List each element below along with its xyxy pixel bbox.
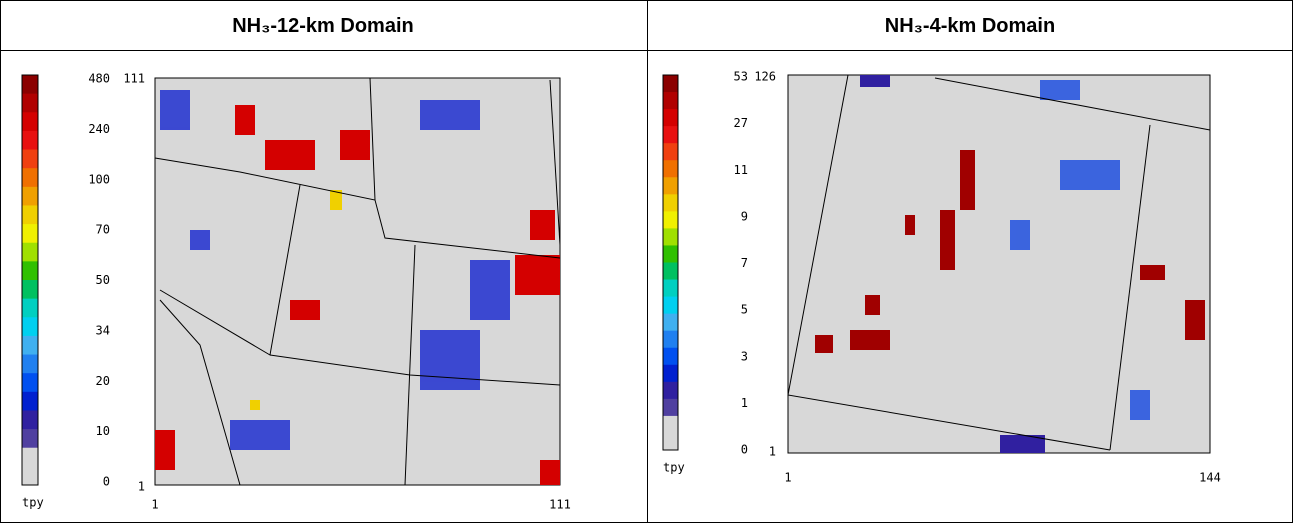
column-title: NH₃-12-km Domain bbox=[232, 15, 414, 37]
colorbar-swatch bbox=[22, 149, 38, 169]
colorbar-swatch bbox=[663, 143, 678, 161]
colorbar-swatch bbox=[663, 330, 678, 349]
colorbar-swatch bbox=[663, 75, 678, 93]
colorbar-label: 53 bbox=[734, 70, 748, 84]
colorbar-swatch bbox=[663, 347, 678, 366]
colorbar-swatch bbox=[22, 75, 38, 95]
colorbar-swatch bbox=[663, 398, 678, 417]
colorbar-label: 50 bbox=[96, 273, 110, 287]
map bbox=[787, 74, 1211, 454]
colorbar-swatch bbox=[22, 317, 38, 337]
axis-label: 144 bbox=[1199, 471, 1221, 485]
colorbar-label: 5 bbox=[741, 303, 748, 317]
colorbar-swatch bbox=[22, 354, 38, 374]
colorbar-swatch bbox=[22, 112, 38, 132]
colorbar-label: 0 bbox=[103, 475, 110, 489]
colorbar-swatch bbox=[663, 228, 678, 246]
colorbar-swatch bbox=[663, 109, 678, 127]
colorbar-label: 7 bbox=[741, 256, 748, 270]
colorbar-label: 11 bbox=[734, 163, 748, 177]
colorbar-swatch bbox=[22, 261, 38, 281]
colorbar-swatch bbox=[22, 205, 38, 225]
colorbar-swatch bbox=[663, 364, 678, 383]
colorbar-swatch bbox=[22, 168, 38, 188]
axis-label: 111 bbox=[123, 72, 145, 86]
colorbar-swatch bbox=[22, 373, 38, 393]
axis-label: 1 bbox=[138, 480, 145, 494]
axis-label: 1 bbox=[769, 445, 776, 459]
colorbar-frame bbox=[662, 74, 679, 451]
colorbar-label: 20 bbox=[96, 374, 110, 388]
colorbar-swatch bbox=[663, 415, 678, 451]
colorbar-label: 0 bbox=[741, 443, 748, 457]
colorbar-swatch bbox=[22, 335, 38, 356]
column-title: NH₃-4-km Domain bbox=[885, 15, 1055, 37]
colorbar-swatch bbox=[663, 92, 678, 110]
colorbar-swatch bbox=[663, 313, 678, 332]
colorbar-swatch bbox=[22, 391, 38, 411]
colorbar-swatch bbox=[663, 211, 678, 229]
axis-label: 1 bbox=[151, 498, 158, 512]
colorbar-swatch bbox=[663, 177, 678, 195]
colorbar-label: 240 bbox=[88, 122, 110, 136]
colorbar-swatch bbox=[22, 298, 38, 318]
colorbar-label: 34 bbox=[96, 323, 110, 337]
colorbar-swatch bbox=[22, 429, 38, 449]
colorbar-swatch bbox=[663, 194, 678, 212]
colorbar-frame bbox=[21, 74, 39, 486]
colorbar-swatch bbox=[22, 242, 38, 262]
map bbox=[154, 77, 561, 486]
colorbar-unit: tpy bbox=[22, 496, 44, 510]
colorbar-label: 100 bbox=[88, 172, 110, 186]
colorbar-swatch bbox=[22, 447, 38, 486]
colorbar-label: 480 bbox=[88, 72, 110, 86]
colorbar-swatch bbox=[663, 160, 678, 178]
colorbar-label: 3 bbox=[741, 349, 748, 363]
colorbar-swatch bbox=[22, 93, 38, 113]
colorbar-swatch bbox=[663, 296, 678, 315]
colorbar-swatch bbox=[663, 381, 678, 400]
colorbar-swatch bbox=[663, 245, 678, 263]
colorbar-unit: tpy bbox=[663, 461, 685, 475]
colorbar-swatch bbox=[663, 126, 678, 144]
colorbar-swatch bbox=[22, 130, 38, 151]
axis-label: 1 bbox=[784, 471, 791, 485]
colorbar-swatch bbox=[22, 280, 38, 300]
colorbar-swatch bbox=[663, 279, 678, 298]
colorbar-label: 9 bbox=[741, 209, 748, 223]
axis-label: 111 bbox=[549, 498, 571, 512]
colorbar-swatch bbox=[663, 262, 678, 281]
colorbar-label: 27 bbox=[734, 116, 748, 130]
colorbar-swatch bbox=[22, 186, 38, 206]
colorbar-label: 1 bbox=[741, 396, 748, 410]
colorbar-swatch bbox=[22, 410, 38, 430]
axis-label: 126 bbox=[754, 70, 776, 84]
colorbar-label: 10 bbox=[96, 424, 110, 438]
colorbar-swatch bbox=[22, 224, 38, 244]
colorbar-label: 70 bbox=[96, 223, 110, 237]
